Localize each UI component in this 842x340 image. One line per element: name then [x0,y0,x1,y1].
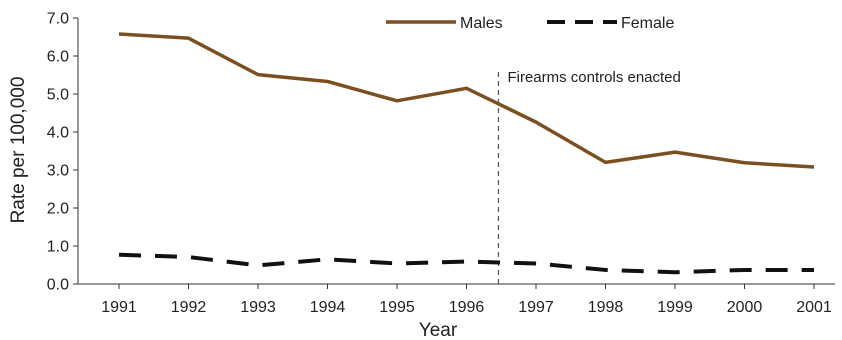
x-tick-label: 1995 [379,299,415,316]
y-tick-label: 2.0 [47,201,69,218]
y-tick-label: 1.0 [47,239,69,256]
y-tick-labels: 0.0 1.0 2.0 3.0 4.0 5.0 6.0 7.0 [47,11,69,294]
y-tick-label: 5.0 [47,87,69,104]
y-tick-label: 0.0 [47,277,69,294]
legend-label-female: Female [621,15,674,32]
y-axis-title: Rate per 100,000 [8,77,29,224]
legend-label-males: Males [460,15,503,32]
legend: Males Female [386,15,674,32]
x-tick-labels: 1991 1992 1993 1994 1995 1996 1997 1998 1999 2000… [101,299,832,316]
x-tick-label: 1998 [588,299,624,316]
x-tick-label: 2001 [796,299,832,316]
y-tick-label: 6.0 [47,49,69,66]
annotation-label: Firearms controls enacted [507,69,680,86]
y-tick-label: 3.0 [47,163,69,180]
x-tick-label: 1993 [240,299,276,316]
x-tick-label: 1991 [101,299,137,316]
x-tick-label: 1996 [449,299,485,316]
series-line-males [118,32,815,169]
axes [73,17,835,289]
y-tick-label: 7.0 [47,11,69,28]
x-tick-label: 2000 [727,299,763,316]
series-line-female [118,252,814,275]
y-tick-label: 4.0 [47,125,69,142]
x-tick-label: 1997 [518,299,554,316]
x-tick-label: 1999 [657,299,693,316]
x-tick-label: 1992 [171,299,207,316]
x-axis-title: Year [419,320,458,340]
x-tick-label: 1994 [310,299,346,316]
series-lines [118,32,815,275]
annotation-group: Firearms controls enacted [497,69,681,284]
